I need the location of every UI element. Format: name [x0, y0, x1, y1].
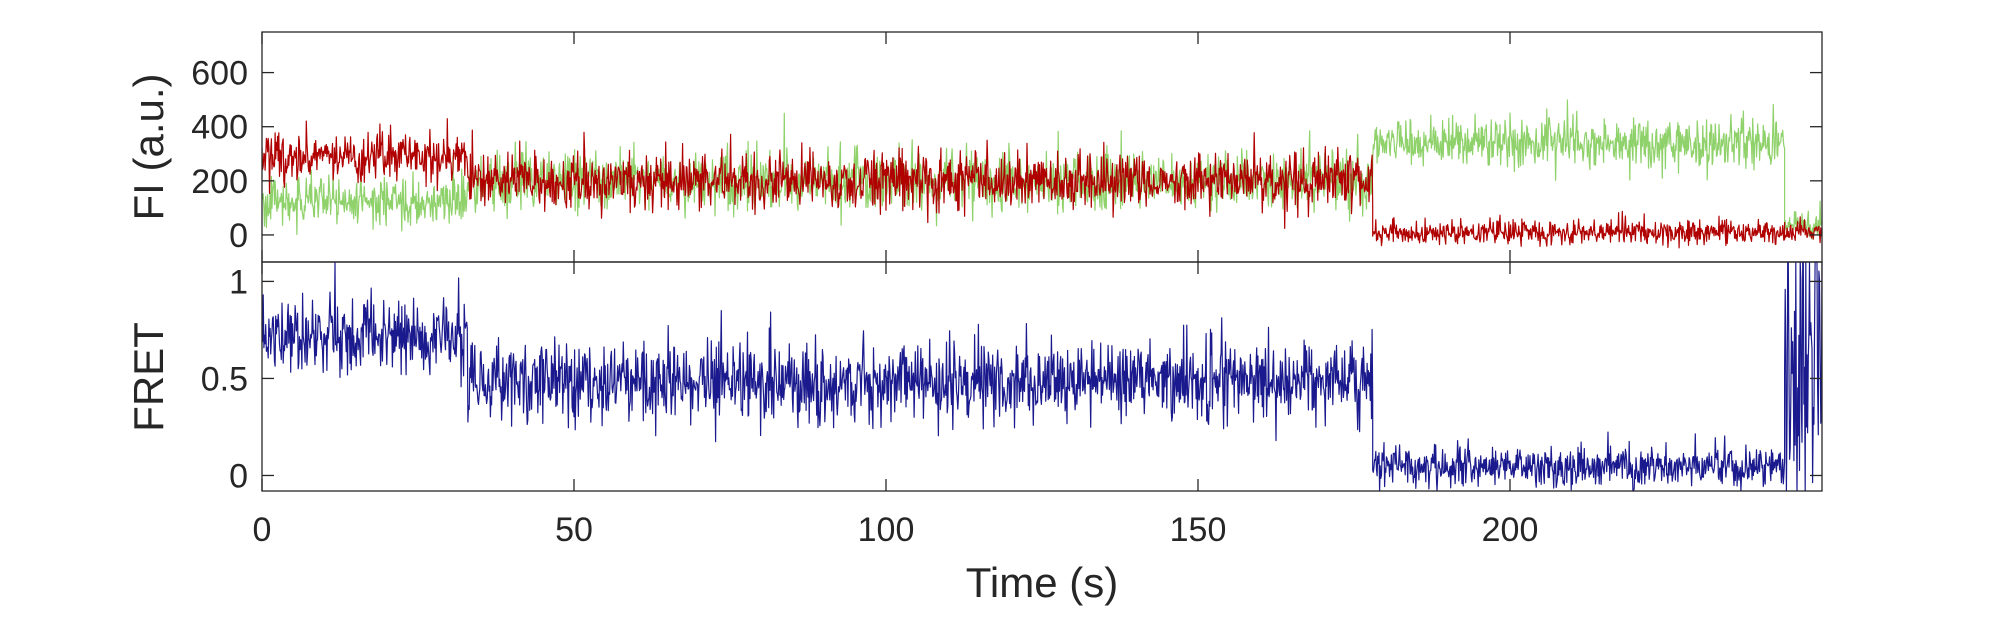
- time-x-axis-label: Time (s): [966, 559, 1118, 606]
- fret-traces: [261, 261, 1823, 492]
- fret-y-tick-label: 0.5: [201, 360, 248, 398]
- time-x-tick-label: 50: [555, 511, 593, 549]
- fret-y-ticks: 00.51: [201, 263, 1822, 495]
- intensity-y-tick-label: 200: [191, 163, 248, 201]
- intensity-y-axis-label: FI (a.u.): [125, 73, 172, 220]
- intensity-panel: 0 200 400 600 FI (a.u.): [125, 31, 1823, 263]
- intensity-y-tick-label: 0: [229, 217, 248, 255]
- intensity-y-ticks: 0 200 400 600: [191, 32, 1822, 262]
- fret-y-tick-label: 1: [229, 263, 248, 301]
- time-x-tick-label: 200: [1482, 511, 1539, 549]
- fret-y-axis-label: FRET: [125, 322, 172, 432]
- time-x-tick-label: 0: [253, 511, 272, 549]
- intensity-y-tick-label: 600: [191, 55, 248, 93]
- time-x-ticks: 0 50 100 150 200: [253, 262, 1539, 549]
- fret-trace-1: [261, 261, 1823, 492]
- intensity-y-tick-label: 400: [191, 109, 248, 147]
- intensity-traces: [261, 99, 1823, 249]
- fret-y-tick-label: 0: [229, 457, 248, 495]
- fret-plot-frame: [261, 261, 1823, 492]
- time-x-tick-label: 150: [1170, 511, 1227, 549]
- time-x-tick-label: 100: [858, 511, 915, 549]
- intensity-trace-2: [261, 118, 1823, 249]
- fret-panel: 00.51 0 50 100 150 200 FRET Time (s): [125, 261, 1823, 606]
